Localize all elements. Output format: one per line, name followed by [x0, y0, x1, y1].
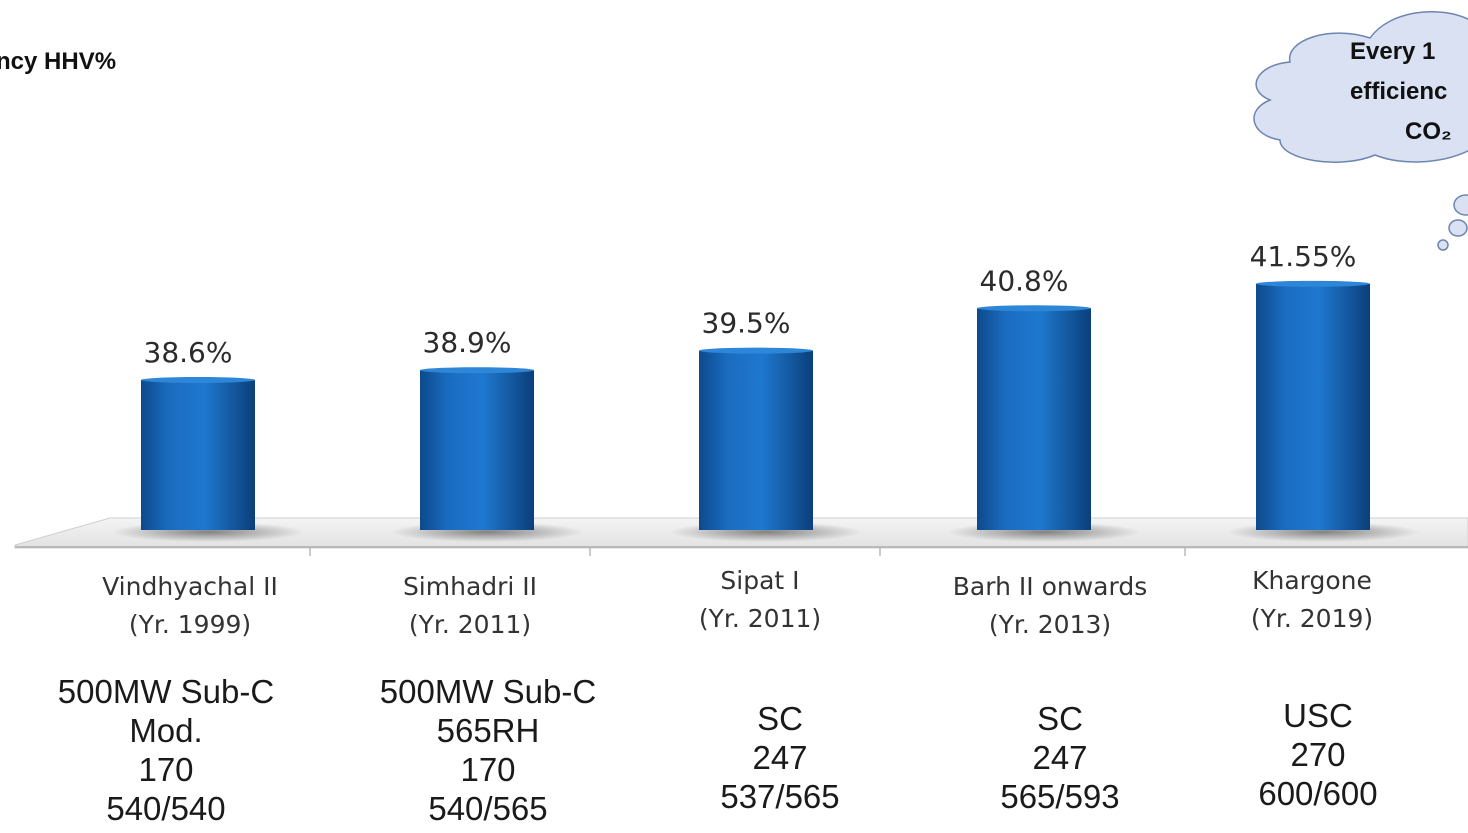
category-year: (Yr. 2019) — [1250, 604, 1374, 633]
category-name: Sipat I — [720, 566, 800, 595]
spec-line: 565/593 — [1000, 778, 1120, 815]
bar — [420, 370, 534, 530]
category-label: Barh II onwards (Yr. 2013) — [930, 568, 1170, 644]
value-label: 38.6% — [144, 336, 233, 369]
spec-block: SC 247 537/565 — [650, 699, 910, 816]
spec-line: 170 — [138, 751, 194, 788]
value-label: 41.55% — [1250, 240, 1357, 273]
value-label: 39.5% — [702, 307, 791, 340]
category-year: (Yr. 2013) — [988, 610, 1112, 639]
spec-line: SC — [757, 700, 803, 737]
bar-top — [141, 377, 255, 383]
chart-title: ncy HHV% — [0, 48, 117, 75]
bar-top — [1256, 280, 1370, 287]
category-label: Khargone (Yr. 2019) — [1192, 562, 1432, 638]
spec-block: 500MW Sub-C Mod. 170 540/540 — [36, 672, 296, 828]
spec-block: SC 247 565/593 — [930, 699, 1190, 816]
category-label: Sipat I (Yr. 2011) — [640, 562, 880, 638]
spec-line: 600/600 — [1258, 775, 1378, 812]
category-label: Vindhyachal II (Yr. 1999) — [70, 568, 310, 644]
spec-line: 247 — [752, 739, 808, 776]
spec-line: 500MW Sub-C — [57, 673, 275, 710]
value-labels-group: 38.6% 38.9% 39.5% 40.8% 41.55% — [144, 240, 1357, 369]
bar — [699, 350, 813, 530]
bar — [1256, 283, 1370, 530]
category-name: Khargone — [1252, 566, 1372, 595]
callout-line-1: Every 1 — [1350, 38, 1436, 65]
category-label: Simhadri II (Yr. 2011) — [350, 568, 590, 644]
category-name: Vindhyachal II — [102, 572, 278, 601]
spec-line: SC — [1037, 700, 1083, 737]
bar-top — [420, 367, 534, 374]
bar-top — [977, 305, 1091, 312]
bar — [141, 380, 255, 530]
category-name: Simhadri II — [402, 572, 538, 601]
category-year: (Yr. 1999) — [128, 610, 252, 639]
callout-line-2: efficienc — [1350, 78, 1448, 105]
spec-block: 500MW Sub-C 565RH 170 540/565 — [358, 672, 618, 828]
bar-top — [699, 347, 813, 354]
spec-line: 247 — [1032, 739, 1088, 776]
spec-line: 537/565 — [720, 778, 840, 815]
spec-line: 540/540 — [106, 790, 226, 827]
category-year: (Yr. 2011) — [698, 604, 822, 633]
callout-line-3: CO₂ — [1405, 118, 1452, 145]
spec-block: USC 270 600/600 — [1188, 696, 1448, 813]
value-label: 40.8% — [980, 264, 1069, 297]
bars-group — [111, 280, 1420, 542]
spec-line: 170 — [460, 751, 516, 788]
spec-line: 500MW Sub-C — [379, 673, 597, 710]
spec-line: 540/565 — [428, 790, 548, 827]
spec-line: 270 — [1290, 736, 1346, 773]
bar — [977, 308, 1091, 530]
spec-line: Mod. — [129, 712, 203, 749]
value-label: 38.9% — [423, 326, 512, 359]
spec-line: USC — [1283, 697, 1353, 734]
category-name: Barh II onwards — [952, 572, 1148, 601]
category-year: (Yr. 2011) — [408, 610, 532, 639]
spec-line: 565RH — [436, 712, 540, 749]
